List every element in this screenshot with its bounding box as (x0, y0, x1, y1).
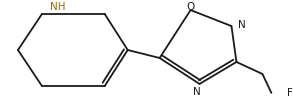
Text: O: O (186, 2, 195, 12)
Text: N: N (193, 87, 200, 97)
Text: NH: NH (50, 2, 66, 12)
Text: F: F (287, 88, 293, 98)
Text: N: N (238, 20, 245, 30)
